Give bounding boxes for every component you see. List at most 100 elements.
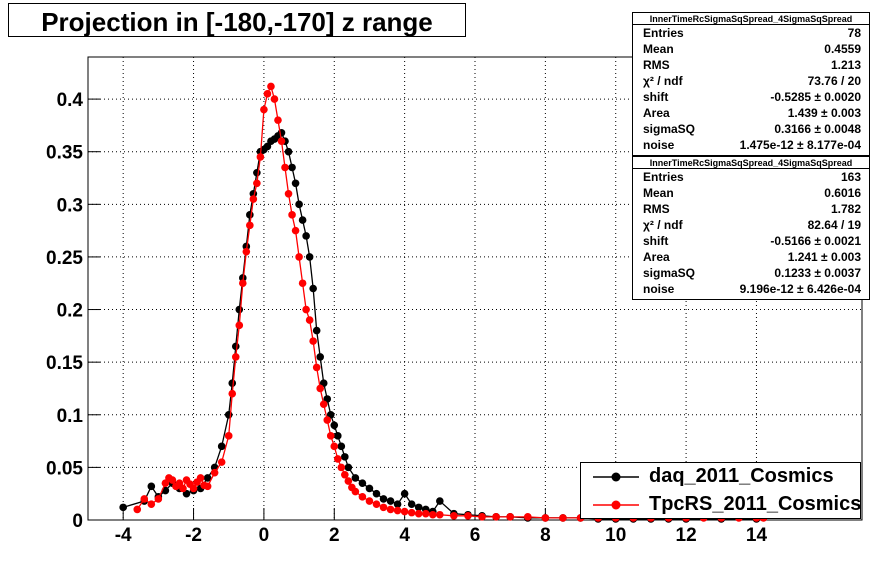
data-point-series-0 [302, 232, 310, 240]
data-point-series-1 [239, 279, 247, 288]
data-point-series-0 [333, 432, 342, 440]
data-point-series-0 [203, 474, 212, 482]
data-point-series-1 [256, 153, 265, 161]
data-point-series-1 [323, 416, 332, 424]
data-point-series-1 [309, 337, 317, 345]
data-point-series-1 [344, 477, 353, 485]
data-point-series-1 [365, 497, 374, 505]
data-point-series-0 [309, 284, 317, 293]
data-point-series-1 [421, 509, 430, 518]
data-point-series-0 [253, 168, 261, 177]
stats-label: RMS [643, 202, 670, 216]
data-point-series-1 [260, 105, 268, 114]
chart-title: Projection in [-180,-170] z range [41, 7, 433, 37]
y-tick-label: 0.2 [57, 301, 83, 322]
data-point-series-0 [295, 200, 303, 209]
data-point-series-0 [312, 326, 321, 335]
data-point-series-1 [228, 389, 237, 398]
data-point-series-0 [400, 489, 409, 498]
stats-value: -0.5166 ± 0.0021 [770, 234, 861, 248]
data-point-series-1 [379, 503, 388, 512]
data-point-series-1 [263, 90, 272, 98]
data-point-series-1 [316, 384, 325, 393]
data-point-series-1 [302, 305, 310, 314]
stats-value: 1.439 ± 0.003 [787, 106, 861, 120]
stats-label: RMS [643, 58, 670, 72]
stats-row: Entries 163 [633, 169, 869, 185]
data-point-series-0 [393, 500, 402, 509]
data-point-series-1 [464, 511, 472, 520]
stats-label: Mean [643, 186, 674, 200]
data-point-series-1 [450, 511, 458, 520]
data-point-series-1 [372, 500, 381, 509]
data-point-series-1 [249, 195, 258, 203]
data-point-series-1 [253, 179, 261, 188]
stats-value: 1.475e-12 ± 8.177e-04 [739, 138, 861, 152]
data-point-series-1 [235, 321, 244, 330]
data-point-series-1 [281, 163, 289, 172]
y-tick-label: 0.1 [57, 406, 84, 427]
data-point-series-1 [246, 221, 254, 230]
y-tick-label: 0.4 [57, 90, 84, 111]
x-tick-label: 12 [676, 525, 697, 546]
stats-value: 1.241 ± 0.003 [787, 250, 861, 264]
data-point-series-1 [274, 116, 282, 124]
legend: daq_2011_Cosmics TpcRS_2011_Cosmics [580, 462, 861, 519]
stats-label: noise [643, 282, 675, 296]
stats-box-tpcrs: InnerTimeRcSigmaSqSpread_4SigmaSqSpread E… [632, 156, 870, 300]
stats-row: Area 1.241 ± 0.003 [633, 249, 869, 265]
chart-title-box: Projection in [-180,-170] z range [8, 3, 466, 37]
data-point-series-1 [277, 137, 286, 145]
data-point-series-1 [523, 513, 532, 521]
data-point-series-1 [147, 500, 156, 509]
data-point-series-1 [217, 458, 226, 466]
data-point-series-0 [386, 497, 395, 505]
data-point-series-1 [242, 247, 251, 256]
data-point-series-1 [196, 474, 205, 482]
data-point-series-1 [295, 253, 303, 261]
stats-value: 73.76 / 20 [807, 74, 861, 88]
data-point-series-1 [133, 505, 142, 514]
stats-value: 82.64 / 19 [807, 218, 861, 232]
data-point-series-1 [270, 95, 279, 103]
y-tick-label: 0.05 [46, 458, 83, 479]
data-point-series-0 [341, 453, 349, 461]
data-point-series-0 [298, 216, 307, 224]
data-point-series-1 [168, 476, 177, 484]
data-point-series-0 [414, 503, 423, 512]
y-tick-label: 0.25 [46, 248, 83, 269]
legend-label-tpcrs: TpcRS_2011_Cosmics [649, 493, 862, 515]
data-point-series-1 [407, 508, 416, 517]
legend-entry-daq: daq_2011_Cosmics [581, 463, 860, 491]
stats-value: 0.4559 [824, 42, 861, 56]
data-point-series-0 [372, 489, 381, 498]
legend-marker-daq [593, 472, 639, 482]
data-point-series-1 [288, 211, 296, 219]
data-point-series-0 [119, 503, 127, 512]
stats-row: noise 9.196e-12 ± 6.426e-04 [633, 281, 869, 297]
data-point-series-0 [231, 342, 240, 351]
data-point-series-1 [506, 513, 514, 521]
data-point-series-1 [224, 432, 233, 440]
data-point-series-0 [316, 353, 325, 361]
data-point-series-1 [333, 455, 342, 463]
data-point-series-1 [341, 470, 349, 479]
stats-row: χ² / ndf 82.64 / 19 [633, 217, 869, 233]
data-point-series-1 [393, 506, 402, 515]
y-tick-label: 0 [72, 511, 83, 532]
data-point-series-0 [288, 163, 296, 172]
data-point-series-1 [337, 463, 346, 472]
y-tick-label: 0.3 [57, 195, 83, 216]
data-point-series-1 [140, 495, 149, 503]
y-tick-label: 0.15 [46, 353, 83, 374]
data-point-series-0 [351, 474, 360, 482]
data-point-series-1 [154, 495, 163, 503]
x-tick-label: -2 [185, 525, 202, 546]
y-tick-label: 0.35 [46, 143, 83, 164]
data-point-series-0 [242, 242, 251, 251]
stats-label: noise [643, 138, 675, 152]
data-point-series-0 [246, 211, 254, 219]
legend-entry-tpcrs: TpcRS_2011_Cosmics [581, 491, 862, 519]
stats-label: χ² / ndf [643, 218, 683, 232]
stats-row: shift -0.5166 ± 0.0021 [633, 233, 869, 249]
